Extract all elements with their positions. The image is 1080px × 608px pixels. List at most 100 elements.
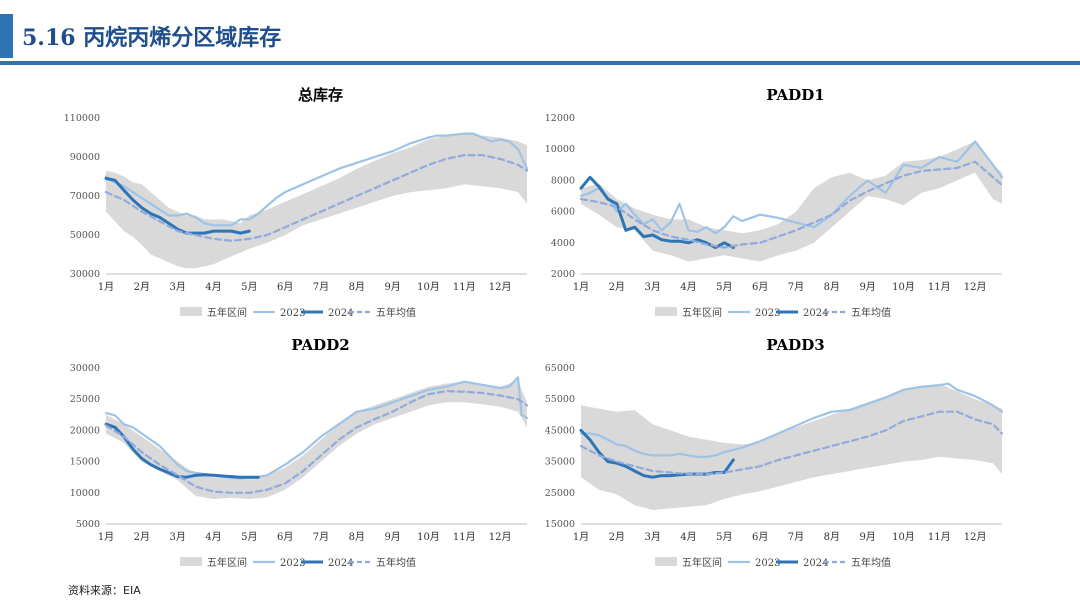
chart-padd1: PADD1 2000 4000 6000 8000 10000 12000 1月 2月 3月 4月 5… — [545, 86, 1004, 319]
legend-label: 五年均值 — [376, 306, 416, 319]
source-note: 资料来源：EIA — [68, 584, 141, 597]
legend-item: 五年区间 — [180, 556, 247, 569]
x-tick-label: 5月 — [241, 281, 257, 293]
legend-item: 2024 — [301, 308, 353, 319]
x-tick-label: 1月 — [98, 531, 114, 543]
x-tick-label: 12月 — [489, 281, 512, 293]
y-tick-label: 4000 — [551, 238, 575, 249]
y-tick-label: 15000 — [545, 519, 575, 530]
y-tick-label: 6000 — [551, 207, 575, 218]
chart-panel-padd2: PADD2 5000 10000 15000 20000 25000 30000 1月 2月 3月… — [45, 330, 545, 580]
legend-label: 五年区间 — [682, 556, 722, 569]
x-tick-label: 1月 — [98, 281, 114, 293]
y-tick-label: 10000 — [545, 144, 575, 155]
x-tick-label: 10月 — [417, 531, 440, 543]
y-tick-label: 25000 — [545, 488, 575, 499]
series-line-2023 — [104, 376, 529, 480]
series-line-2024 — [579, 175, 735, 249]
x-tick-label: 3月 — [644, 281, 660, 293]
legend-item: 2024 — [776, 308, 828, 319]
x-tick-label: 6月 — [752, 281, 768, 293]
x-tick-label: 6月 — [277, 281, 293, 293]
x-tick-label: 7月 — [313, 531, 329, 543]
y-tick-label: 35000 — [545, 457, 575, 468]
legend-item: 五年区间 — [655, 306, 722, 319]
header-divider — [0, 61, 1080, 65]
x-tick-label: 12月 — [489, 531, 512, 543]
legend-label: 五年均值 — [851, 556, 891, 569]
y-tick-label: 15000 — [70, 457, 100, 468]
legend-swatch-band — [655, 557, 677, 566]
legend-label: 2023 — [280, 308, 305, 319]
legend-item: 五年区间 — [180, 306, 247, 319]
series-line-five-year-avg — [104, 153, 529, 242]
chart-title: PADD3 — [766, 336, 824, 354]
x-tick-label: 10月 — [892, 281, 915, 293]
x-tick-label: 4月 — [680, 281, 696, 293]
chart-total-inventory: 总库存 30000 50000 70000 90000 110000 1月 2月 3月 4月 5月 6… — [64, 86, 529, 319]
chart-title: PADD1 — [766, 86, 824, 104]
series-band-five-year-range — [581, 383, 1002, 510]
series-band-five-year-range — [106, 380, 527, 499]
x-tick-label: 10月 — [417, 281, 440, 293]
page-title: 5.16 丙烷丙烯分区域库存 — [22, 25, 282, 51]
x-tick-label: 2月 — [134, 531, 150, 543]
series-band-five-year-range — [106, 133, 527, 269]
legend-item: 五年均值 — [349, 306, 416, 319]
series-line-2023 — [579, 382, 1004, 459]
series-line-five-year-avg — [579, 160, 1004, 249]
legend-item: 2024 — [776, 558, 828, 569]
x-tick-label: 5月 — [241, 531, 257, 543]
legend-item: 2023 — [728, 558, 780, 569]
chart-title: PADD2 — [291, 336, 349, 354]
series-line-2024 — [104, 176, 251, 235]
legend-swatch-band — [180, 307, 202, 316]
y-tick-label: 70000 — [70, 191, 100, 202]
x-tick-label: 12月 — [964, 531, 987, 543]
y-tick-label: 12000 — [545, 113, 575, 124]
x-tick-label: 9月 — [859, 531, 875, 543]
x-tick-label: 7月 — [313, 281, 329, 293]
x-tick-label: 6月 — [752, 531, 768, 543]
x-tick-label: 10月 — [892, 531, 915, 543]
y-tick-label: 65000 — [545, 363, 575, 374]
y-tick-label: 2000 — [551, 269, 575, 280]
y-tick-label: 45000 — [545, 425, 575, 436]
x-tick-label: 9月 — [859, 281, 875, 293]
y-tick-label: 10000 — [70, 488, 100, 499]
legend-item: 五年区间 — [655, 556, 722, 569]
x-tick-label: 1月 — [573, 531, 589, 543]
x-tick-label: 1月 — [573, 281, 589, 293]
x-tick-label: 4月 — [205, 531, 221, 543]
x-tick-label: 9月 — [384, 281, 400, 293]
legend-label: 五年均值 — [851, 306, 891, 319]
x-tick-label: 8月 — [349, 281, 365, 293]
x-tick-label: 8月 — [349, 531, 365, 543]
x-tick-label: 8月 — [824, 281, 840, 293]
legend-item: 2023 — [728, 308, 780, 319]
series-line-five-year-avg — [104, 389, 529, 494]
legend-label: 2024 — [328, 308, 353, 319]
legend-item: 五年均值 — [824, 306, 891, 319]
x-tick-label: 12月 — [964, 281, 987, 293]
y-tick-label: 30000 — [70, 269, 100, 280]
chart-panel-padd3: PADD3 15000 25000 35000 45000 55000 65000 1月 2月 3… — [520, 330, 1020, 580]
legend-label: 2024 — [803, 558, 828, 569]
x-tick-label: 11月 — [453, 281, 476, 293]
x-tick-label: 4月 — [205, 281, 221, 293]
x-tick-label: 4月 — [680, 531, 696, 543]
legend-label: 2023 — [755, 558, 780, 569]
chart-padd3: PADD3 15000 25000 35000 45000 55000 65000 1月 2月 3… — [545, 336, 1004, 569]
series-line-2023 — [579, 140, 1004, 235]
y-tick-label: 25000 — [70, 394, 100, 405]
x-tick-label: 9月 — [384, 531, 400, 543]
x-tick-label: 11月 — [453, 531, 476, 543]
chart-panel-total: 总库存 30000 50000 70000 90000 110000 1月 2月 3月 4月 5月 6… — [45, 80, 545, 330]
x-tick-label: 3月 — [644, 531, 660, 543]
y-tick-label: 90000 — [70, 152, 100, 163]
x-tick-label: 5月 — [716, 531, 732, 543]
legend-item: 2023 — [253, 558, 305, 569]
y-tick-label: 20000 — [70, 425, 100, 436]
header-accent-bar — [0, 14, 13, 58]
legend-item: 2024 — [301, 558, 353, 569]
